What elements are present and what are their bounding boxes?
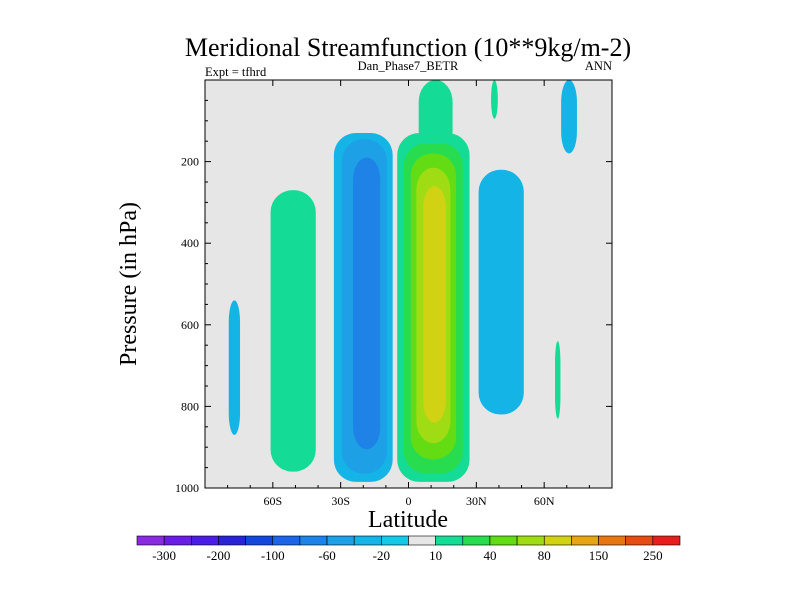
colorbar-label: 10 <box>429 548 442 563</box>
x-axis: 60S 30S 0 30N 60N <box>227 80 590 508</box>
colorbar-box <box>245 535 274 546</box>
colorbar-label: -60 <box>318 548 335 563</box>
colorbar-box <box>408 535 436 546</box>
cell-nh-hadley-positive-core <box>423 186 446 423</box>
x-tick-label: 30S <box>331 494 350 508</box>
colorbar-label: 150 <box>589 548 609 563</box>
y-axis: 200 400 600 800 1000 <box>175 99 612 495</box>
colorbar-label: 80 <box>538 548 551 563</box>
y-tick-label: 800 <box>181 399 199 413</box>
x-tick-label: 30N <box>466 494 487 508</box>
x-tick-label: 60N <box>534 494 555 508</box>
case-label: Dan_Phase7_BETR <box>358 59 459 73</box>
colorbar-label: 250 <box>643 548 663 563</box>
x-axis-label: Latitude <box>368 507 448 533</box>
colorbar-box <box>326 535 355 546</box>
cell-nh-upper-positive-small <box>491 80 498 119</box>
colorbar-box <box>489 535 518 546</box>
colorbar-label: -100 <box>261 548 285 563</box>
colorbar-box <box>299 535 328 546</box>
colorbar-label: -20 <box>373 548 390 563</box>
colorbar-label: -200 <box>207 548 231 563</box>
colorbar-box <box>652 535 681 546</box>
x-tick-label: 60S <box>263 494 282 508</box>
colorbar-box <box>191 535 219 546</box>
cell-nh-polar-negative-top <box>561 80 577 154</box>
colorbar-box <box>136 535 165 546</box>
y-tick-label: 400 <box>181 236 199 250</box>
season-label: ANN <box>585 59 612 73</box>
colorbar-label: -300 <box>152 548 176 563</box>
colorbar-box <box>272 535 301 546</box>
cell-nh-ferrel-negative <box>478 169 524 415</box>
experiment-label: Expt = tfhrd <box>205 65 267 79</box>
colorbar-box <box>571 535 599 546</box>
colorbar-box <box>381 535 409 546</box>
colorbar-label: 40 <box>483 548 496 563</box>
colorbar <box>136 535 681 546</box>
cell-sh-ferrel-positive <box>270 190 316 472</box>
y-tick-label: 1000 <box>175 481 199 495</box>
colorbar-box <box>625 535 654 546</box>
y-tick-label: 200 <box>181 155 199 169</box>
colorbar-box <box>516 535 545 546</box>
colorbar-box <box>218 535 246 546</box>
colorbar-box <box>353 535 382 546</box>
colorbar-box <box>163 535 192 546</box>
y-tick-label: 600 <box>181 318 199 332</box>
cell-nh-polar-positive-small <box>555 341 561 419</box>
colorbar-box <box>598 535 626 546</box>
colorbar-box <box>435 535 464 546</box>
colorbar-box <box>462 535 491 546</box>
contour-cells <box>228 80 577 482</box>
colorbar-box <box>543 535 572 546</box>
chart-title: Meridional Streamfunction (10**9kg/m-2) <box>185 33 631 62</box>
cell-sh-hadley-negative-core <box>353 157 381 450</box>
x-tick-label: 0 <box>406 494 412 508</box>
y-axis-label: Pressure (in hPa) <box>116 202 142 366</box>
cell-sh-subtropical-weak-negative <box>228 300 241 435</box>
colorbar-labels: -300 -200 -100 -60 -20 10 40 80 150 250 <box>152 548 662 563</box>
